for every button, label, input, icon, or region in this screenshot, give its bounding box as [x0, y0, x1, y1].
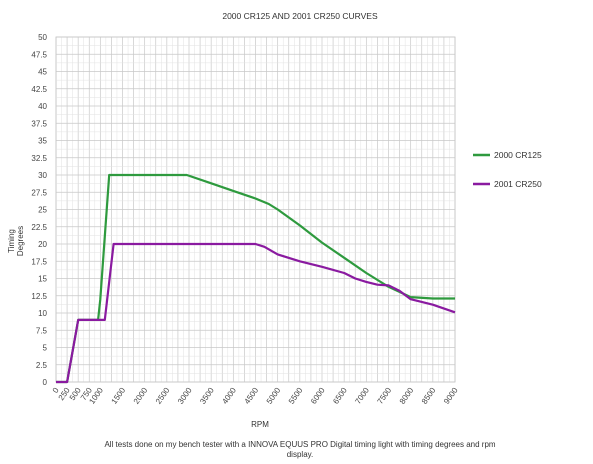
x-tick-label: 2500: [154, 386, 172, 406]
series-lines: [56, 173, 456, 384]
chart-title: 2000 CR125 AND 2001 CR250 CURVES: [222, 11, 378, 21]
y-tick-label: 45: [38, 68, 47, 77]
y-axis-ticks: 0 2.5 5 7.5 10 12.5 15 17.5 20 22.5 25 27.5 30 32.5 35…: [31, 33, 47, 387]
y-tick-label: 7.5: [36, 326, 48, 335]
legend-label-cr250: 2001 CR250: [494, 179, 542, 189]
x-tick-label: 1500: [110, 386, 128, 406]
legend-label-cr125: 2000 CR125: [494, 150, 542, 160]
series-line-1: [56, 242, 456, 384]
y-axis-label-line-2: Degrees: [16, 226, 25, 256]
x-tick-label: 2000: [132, 386, 150, 406]
x-tick-label: 5500: [287, 386, 305, 406]
x-tick-label: 8000: [398, 386, 416, 406]
y-tick-label: 42.5: [31, 85, 47, 94]
footnote-line-1: All tests done on my bench tester with a…: [104, 440, 495, 449]
y-tick-label: 50: [38, 33, 47, 42]
x-tick-label: 6500: [331, 386, 349, 406]
y-tick-label: 5: [43, 344, 48, 353]
x-tick-label: 0: [51, 386, 61, 395]
y-axis-label-line-1: Timing: [7, 229, 16, 253]
y-tick-label: 30: [38, 171, 47, 180]
legend: 2000 CR125 2001 CR250: [473, 150, 542, 189]
y-tick-label: 32.5: [31, 154, 47, 163]
x-tick-label: 8500: [420, 386, 438, 406]
footnote-line-2: display.: [287, 450, 314, 459]
x-tick-label: 3500: [198, 386, 216, 406]
y-tick-label: 15: [38, 275, 47, 284]
y-tick-label: 47.5: [31, 50, 47, 59]
y-tick-label: 20: [38, 240, 47, 249]
y-tick-label: 2.5: [36, 361, 48, 370]
y-tick-label: 0: [43, 378, 48, 387]
x-tick-label: 6000: [309, 386, 327, 406]
plot-grid: [55, 36, 456, 383]
x-tick-label: 7000: [353, 386, 371, 406]
y-tick-label: 25: [38, 206, 47, 215]
y-tick-label: 35: [38, 137, 47, 146]
x-tick-label: 3000: [176, 386, 194, 406]
x-axis-label: RPM: [251, 420, 269, 429]
y-tick-label: 40: [38, 102, 47, 111]
x-tick-label: 9000: [442, 386, 460, 406]
x-tick-label: 4000: [220, 386, 238, 406]
y-tick-label: 10: [38, 309, 47, 318]
y-tick-label: 12.5: [31, 292, 47, 301]
x-tick-label: 4500: [243, 386, 261, 406]
x-tick-label: 7500: [376, 386, 394, 406]
y-tick-label: 27.5: [31, 188, 47, 197]
y-tick-label: 17.5: [31, 257, 47, 266]
y-tick-label: 22.5: [31, 223, 47, 232]
x-tick-label: 5000: [265, 386, 283, 406]
y-tick-label: 37.5: [31, 119, 47, 128]
